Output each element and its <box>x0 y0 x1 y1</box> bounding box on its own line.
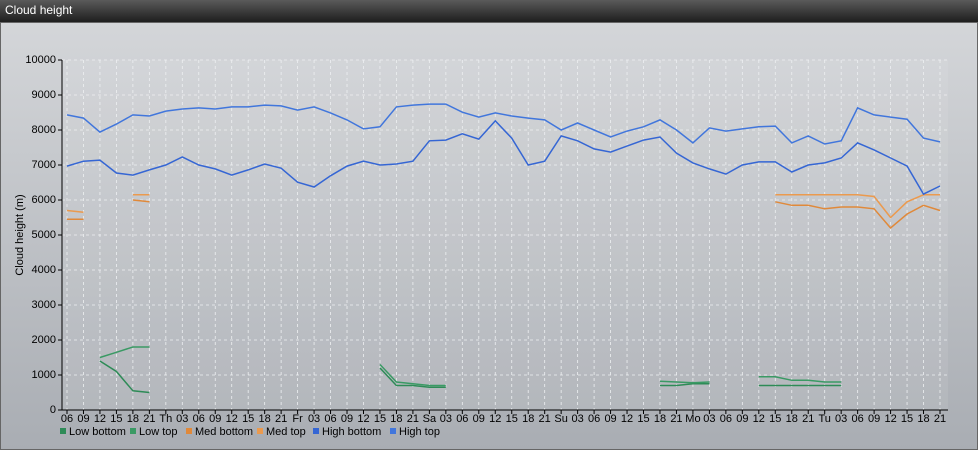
x-tick-label: 09 <box>868 413 880 425</box>
series-line <box>66 194 940 219</box>
series-line <box>67 199 941 230</box>
x-tick-label: 21 <box>539 413 551 425</box>
series-line <box>66 119 941 196</box>
legend-swatch <box>186 428 192 434</box>
y-axis-label: Cloud height (m) <box>14 194 26 275</box>
x-tick-label: 09 <box>341 413 353 425</box>
x-tick-label: Mo <box>685 413 700 425</box>
x-tick-label: 15 <box>506 413 518 425</box>
x-tick-label: 18 <box>917 413 929 425</box>
x-tick-label: 18 <box>390 413 402 425</box>
x-tick-label: 06 <box>456 413 468 425</box>
y-tick-label: 8000 <box>32 124 56 136</box>
x-tick-label: Sa <box>423 413 437 425</box>
x-tick-label: 09 <box>209 413 221 425</box>
x-tick-label: 21 <box>407 413 419 425</box>
x-tick-label: 12 <box>226 413 238 425</box>
series-line <box>99 346 842 387</box>
legend-swatch <box>257 428 263 434</box>
x-tick-label: 06 <box>720 413 732 425</box>
x-tick-label: 06 <box>588 413 600 425</box>
legend-swatch <box>390 428 396 434</box>
chart-title: Cloud height <box>5 3 73 17</box>
x-tick-label: 09 <box>77 413 89 425</box>
x-tick-label: 06 <box>852 413 864 425</box>
x-tick-label: 03 <box>835 413 847 425</box>
x-tick-label: 18 <box>522 413 534 425</box>
x-tick-label: 15 <box>637 413 649 425</box>
legend-label: Low bottom <box>69 426 126 438</box>
series-line <box>66 103 941 145</box>
x-tick-label: 21 <box>802 413 814 425</box>
title-bar <box>0 0 978 22</box>
series-line <box>99 360 842 394</box>
x-tick-label: 12 <box>621 413 633 425</box>
x-tick-label: 12 <box>357 413 369 425</box>
x-tick-label: 03 <box>308 413 320 425</box>
x-tick-label: 21 <box>670 413 682 425</box>
x-tick-label: Fr <box>292 413 303 425</box>
y-tick-label: 2000 <box>32 334 56 346</box>
x-tick-label: 15 <box>374 413 386 425</box>
x-tick-label: 15 <box>110 413 122 425</box>
x-tick-label: Th <box>159 413 172 425</box>
x-tick-label: 21 <box>275 413 287 425</box>
legend-swatch <box>313 428 319 434</box>
x-tick-label: 03 <box>176 413 188 425</box>
y-tick-label: 4000 <box>32 264 56 276</box>
x-tick-label: 18 <box>786 413 798 425</box>
x-tick-label: 18 <box>127 413 139 425</box>
x-tick-label: 18 <box>654 413 666 425</box>
x-tick-label: 15 <box>242 413 254 425</box>
x-tick-label: 06 <box>193 413 205 425</box>
x-tick-label: 15 <box>901 413 913 425</box>
legend-label: High bottom <box>322 426 381 438</box>
x-tick-label: 09 <box>604 413 616 425</box>
y-tick-label: 0 <box>50 404 56 416</box>
legend-label: Med bottom <box>195 426 253 438</box>
legend-swatch <box>60 428 66 434</box>
y-tick-label: 1000 <box>32 369 56 381</box>
x-tick-label: 03 <box>571 413 583 425</box>
x-tick-label: Tu <box>818 413 830 425</box>
x-tick-label: 06 <box>61 413 73 425</box>
y-tick-label: 7000 <box>32 159 56 171</box>
x-tick-label: 09 <box>473 413 485 425</box>
x-tick-label: 15 <box>769 413 781 425</box>
x-tick-label: 12 <box>94 413 106 425</box>
y-tick-label: 9000 <box>32 89 56 101</box>
x-tick-label: 09 <box>736 413 748 425</box>
legend-label: High top <box>399 426 440 438</box>
y-tick-label: 3000 <box>32 299 56 311</box>
x-tick-label: 21 <box>934 413 946 425</box>
y-tick-label: 6000 <box>32 194 56 206</box>
x-tick-label: 03 <box>703 413 715 425</box>
legend-label: Low top <box>139 426 178 438</box>
x-tick-label: Su <box>554 413 567 425</box>
x-tick-label: 12 <box>489 413 501 425</box>
x-tick-label: 18 <box>259 413 271 425</box>
x-tick-label: 21 <box>143 413 155 425</box>
x-tick-label: 06 <box>324 413 336 425</box>
y-tick-label: 5000 <box>32 229 56 241</box>
legend-label: Med top <box>266 426 306 438</box>
x-tick-label: 12 <box>884 413 896 425</box>
x-tick-label: 12 <box>753 413 765 425</box>
legend-swatch <box>130 428 136 434</box>
y-tick-label: 10000 <box>25 54 56 66</box>
x-tick-label: 03 <box>440 413 452 425</box>
